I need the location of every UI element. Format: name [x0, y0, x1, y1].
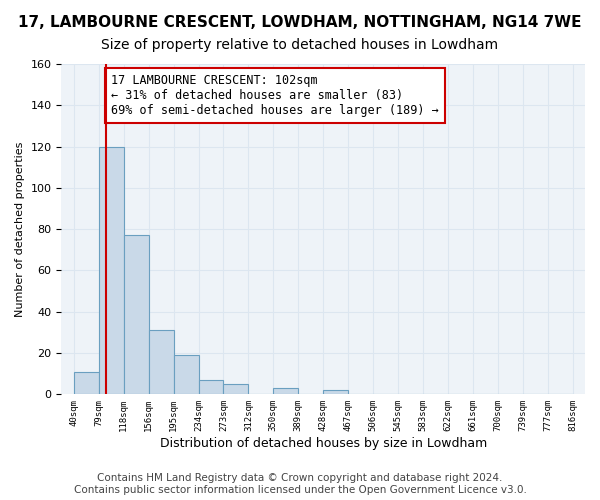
- Bar: [74, 372, 99, 394]
- Bar: [223, 384, 248, 394]
- Text: 17, LAMBOURNE CRESCENT, LOWDHAM, NOTTINGHAM, NG14 7WE: 17, LAMBOURNE CRESCENT, LOWDHAM, NOTTING…: [18, 15, 582, 30]
- Bar: [323, 390, 348, 394]
- Bar: [173, 355, 199, 395]
- Text: Contains HM Land Registry data © Crown copyright and database right 2024.
Contai: Contains HM Land Registry data © Crown c…: [74, 474, 526, 495]
- Text: Size of property relative to detached houses in Lowdham: Size of property relative to detached ho…: [101, 38, 499, 52]
- Text: 17 LAMBOURNE CRESCENT: 102sqm
← 31% of detached houses are smaller (83)
69% of s: 17 LAMBOURNE CRESCENT: 102sqm ← 31% of d…: [111, 74, 439, 118]
- Y-axis label: Number of detached properties: Number of detached properties: [15, 142, 25, 317]
- Bar: [149, 330, 173, 394]
- X-axis label: Distribution of detached houses by size in Lowdham: Distribution of detached houses by size …: [160, 437, 487, 450]
- Bar: [274, 388, 298, 394]
- Bar: [124, 236, 149, 394]
- Bar: [199, 380, 223, 394]
- Bar: [99, 146, 124, 394]
